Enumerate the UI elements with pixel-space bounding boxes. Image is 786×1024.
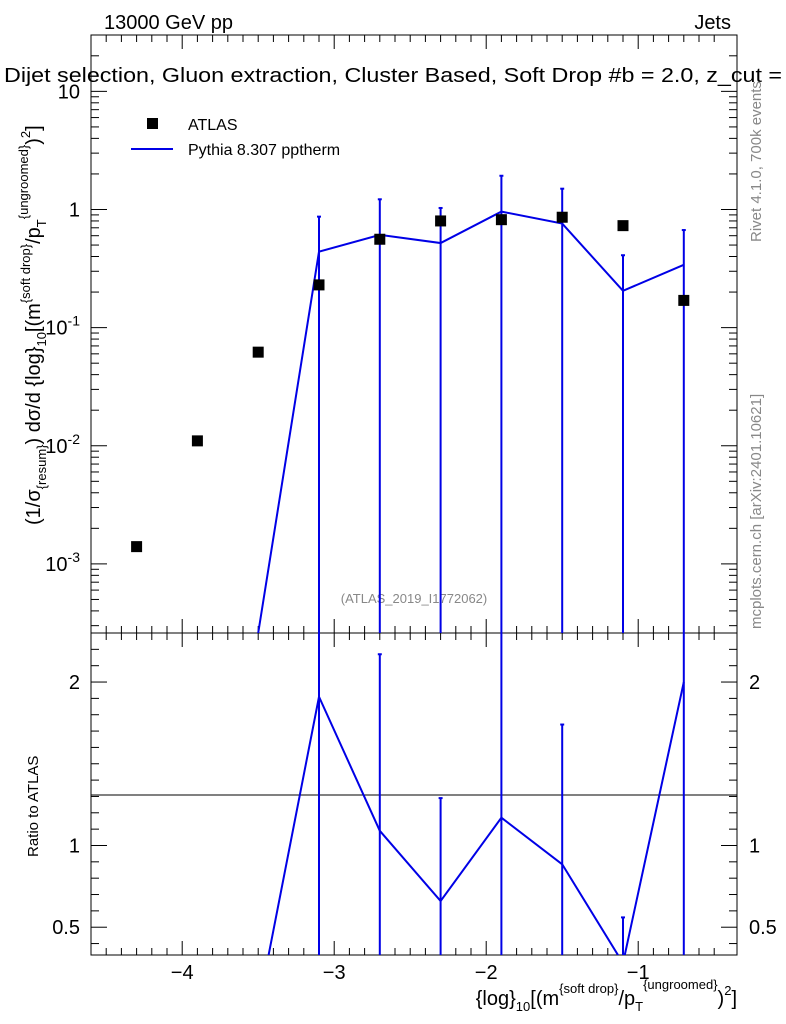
atlas-data-point — [435, 215, 447, 227]
x-tick-label: −4 — [171, 962, 194, 984]
x-tick-label: −2 — [475, 962, 498, 984]
mc-line — [257, 210, 685, 634]
plot-title: Dijet selection, Gluon extraction, Clust… — [4, 65, 782, 87]
header-left: 13000 GeV pp — [104, 12, 233, 34]
y-tick-label: 10-2 — [45, 431, 80, 458]
x-axis-label: {log}10[(m{soft drop}/pT{ungroomed})2] — [476, 977, 737, 1014]
atlas-data-point — [191, 435, 203, 447]
atlas-data-point — [556, 211, 568, 223]
x-tick-label: −1 — [627, 962, 650, 984]
legend-atlas-marker — [147, 118, 158, 129]
atlas-data-point — [495, 214, 507, 226]
atlas-data-point — [374, 233, 386, 245]
header-right: Jets — [694, 12, 731, 34]
atlas-data-point — [131, 541, 143, 553]
ratio-y-axis-label: Ratio to ATLAS — [25, 756, 42, 857]
ratio-series — [267, 633, 685, 955]
legend-pythia-label: Pythia 8.307 pptherm — [188, 142, 340, 159]
ratio-y-tick-label-left: 0.5 — [52, 917, 80, 939]
y-tick-label: 10-3 — [45, 549, 80, 576]
atlas-data-point — [313, 279, 325, 291]
main-y-axis-label: (1/σ{resum}) dσ/d {log}10[(m{soft drop}/… — [16, 125, 49, 525]
rivet-label: Rivet 4.1.0, 700k events — [748, 81, 765, 242]
analysis-watermark: (ATLAS_2019_I1772062) — [341, 591, 487, 606]
ratio-y-tick-label-right: 2 — [749, 672, 760, 694]
y-tick-label: 10 — [58, 81, 80, 103]
legend-atlas-label: ATLAS — [188, 117, 238, 134]
ratio-frame — [90, 632, 738, 956]
atlas-data-point — [252, 346, 264, 358]
atlas-data-point — [678, 294, 690, 306]
ratio-y-tick-label-right: 0.5 — [749, 917, 777, 939]
ratio-ticks: −4 −3 −2 −1 0.5 0.5 1 1 2 2 — [52, 633, 777, 984]
ratio-y-tick-label-left: 2 — [69, 672, 80, 694]
ratio-line — [267, 681, 685, 955]
main-series — [131, 174, 690, 634]
x-tick-label: −3 — [323, 962, 346, 984]
mcplots-label: mcplots.cern.ch [arXiv:2401.10621] — [748, 394, 765, 629]
atlas-data-point — [617, 220, 629, 232]
ratio-y-tick-label-right: 1 — [749, 835, 760, 857]
y-tick-label: 1 — [69, 199, 80, 221]
ratio-y-tick-label-left: 1 — [69, 835, 80, 857]
y-tick-label: 10-1 — [45, 313, 80, 340]
